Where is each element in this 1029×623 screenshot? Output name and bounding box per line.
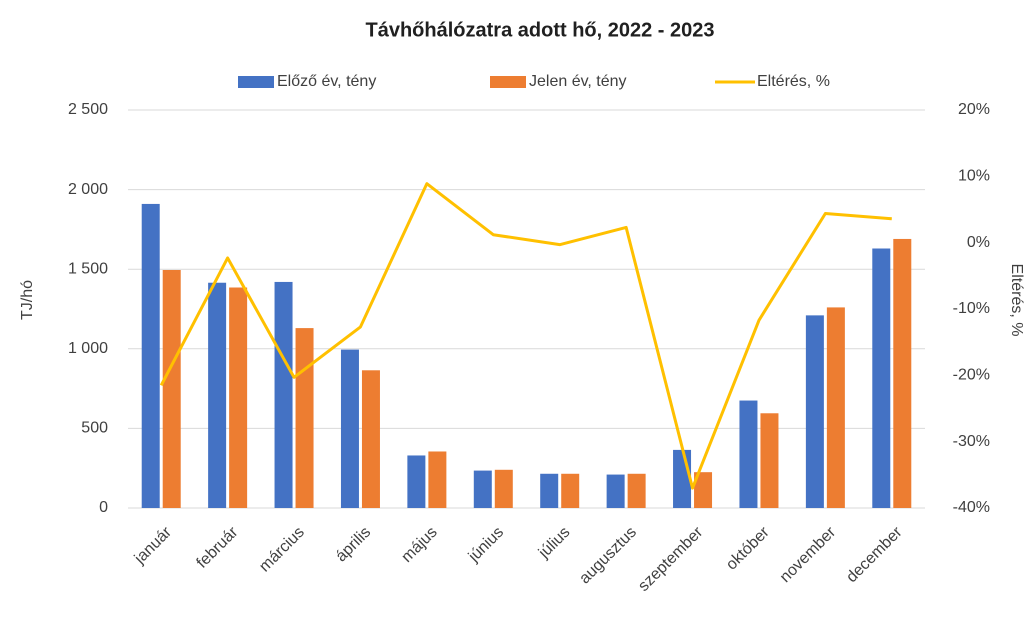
legend-label: Előző év, tény: [277, 73, 376, 90]
y-tick-label: 1 000: [68, 340, 108, 357]
bar: [361, 370, 380, 508]
bar: [473, 470, 492, 508]
y-tick-label: 2 000: [68, 181, 108, 198]
y2-tick-label: 0%: [967, 234, 990, 251]
bar: [208, 282, 227, 508]
bar: [561, 473, 580, 508]
line: [159, 182, 892, 490]
y-tick-label: 500: [81, 420, 108, 437]
bar: [893, 238, 912, 508]
bar: [760, 413, 779, 508]
bar: [407, 455, 426, 508]
bar: [141, 203, 160, 509]
x-tick-label: szeptember: [635, 523, 707, 595]
x-tick-label: január: [131, 523, 176, 568]
bar: [428, 451, 447, 508]
x-tick-label: július: [535, 524, 574, 563]
bar: [694, 472, 713, 508]
x-tick-label: május: [398, 524, 440, 566]
bar: [229, 287, 248, 508]
chart-title: Távhőhálózatra adott hő, 2022 - 2023: [366, 19, 715, 41]
x-tick-label: augusztus: [576, 524, 640, 588]
legend-label: Eltérés, %: [757, 73, 830, 90]
x-tick-label: június: [465, 524, 507, 566]
legend-swatch: [490, 76, 526, 88]
y-tick-label: 0: [99, 499, 108, 516]
bar: [274, 281, 293, 508]
x-tick-label: december: [843, 523, 906, 586]
y2-tick-label: -10%: [953, 300, 990, 317]
x-tick-label: április: [333, 524, 375, 566]
x-tick-label: február: [194, 523, 242, 571]
y-axis-title: TJ/hó: [19, 280, 36, 320]
bar: [162, 269, 181, 508]
x-tick-label: március: [256, 524, 308, 576]
x-tick-label: november: [777, 523, 840, 586]
legend-label: Jelen év, tény: [529, 73, 627, 90]
bar: [295, 328, 314, 508]
y2-tick-label: 20%: [958, 101, 990, 118]
x-tick-label: október: [723, 523, 773, 573]
y-tick-label: 1 500: [68, 260, 108, 277]
bar: [340, 349, 359, 508]
y2-tick-label: 10%: [958, 168, 990, 185]
y-tick-label: 2 500: [68, 101, 108, 118]
bar: [805, 315, 824, 508]
bar: [826, 307, 845, 508]
legend-swatch: [238, 76, 274, 88]
bar: [739, 400, 758, 508]
bar: [627, 473, 646, 508]
bar: [494, 469, 513, 508]
bar: [673, 449, 692, 508]
bar: [606, 474, 625, 508]
y2-tick-label: -40%: [953, 499, 990, 516]
y2-tick-label: -30%: [953, 433, 990, 450]
bar: [872, 248, 891, 508]
bar: [540, 473, 559, 508]
y2-axis-title: Eltérés, %: [1008, 264, 1025, 337]
y2-tick-label: -20%: [953, 367, 990, 384]
